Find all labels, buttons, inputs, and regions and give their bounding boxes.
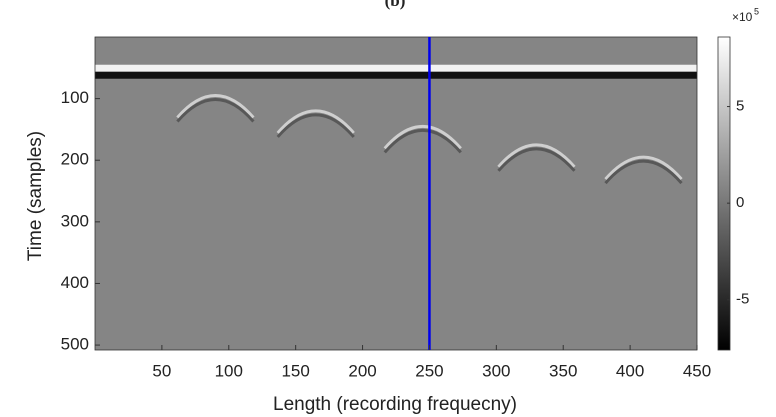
colorbar-tick-label: 5 xyxy=(736,98,744,115)
x-tick-label: 300 xyxy=(482,361,510,380)
reflection-hyperbola xyxy=(604,159,683,185)
reflection-hyperbola xyxy=(383,129,462,154)
plot-frame xyxy=(94,36,698,351)
y-tick-label: 200 xyxy=(61,150,89,169)
reflection-hyperbola xyxy=(604,155,683,181)
bscan-background xyxy=(95,37,697,350)
surface-reflection-bright xyxy=(95,64,697,72)
colorbar-multiplier: ×10 xyxy=(732,10,753,24)
x-tick-label: 100 xyxy=(215,361,243,380)
y-tick-label: 500 xyxy=(61,335,89,354)
x-tick-label: 450 xyxy=(683,361,711,380)
reflection-hyperbola xyxy=(497,147,576,172)
surface-reflection-dark xyxy=(95,71,697,79)
x-tick-label: 150 xyxy=(281,361,309,380)
colorbar-exponent: 5 xyxy=(754,6,759,16)
x-tick-label: 350 xyxy=(549,361,577,380)
reflection-hyperbola xyxy=(176,98,255,123)
y-tick-label: 100 xyxy=(61,88,89,107)
reflection-hyperbola xyxy=(276,113,355,138)
colorbar-tick-label: -5 xyxy=(736,291,749,308)
reflection-hyperbola xyxy=(383,125,462,150)
x-tick-label: 50 xyxy=(152,361,171,380)
y-tick-label: 300 xyxy=(61,211,89,230)
x-tick-label: 200 xyxy=(348,361,376,380)
x-tick-label: 250 xyxy=(415,361,443,380)
y-axis-label: Time (samples) xyxy=(25,131,46,261)
reflection-hyperbola xyxy=(497,143,576,168)
reflection-hyperbola xyxy=(276,109,355,134)
y-tick-label: 400 xyxy=(61,273,89,292)
reflection-hyperbola xyxy=(176,94,255,119)
colorbar xyxy=(717,36,731,351)
x-axis-label: Length (recording frequecny) xyxy=(273,394,517,415)
chart-title: (b) xyxy=(385,0,406,10)
colorbar-tick-label: 0 xyxy=(736,194,744,211)
x-tick-label: 400 xyxy=(616,361,644,380)
